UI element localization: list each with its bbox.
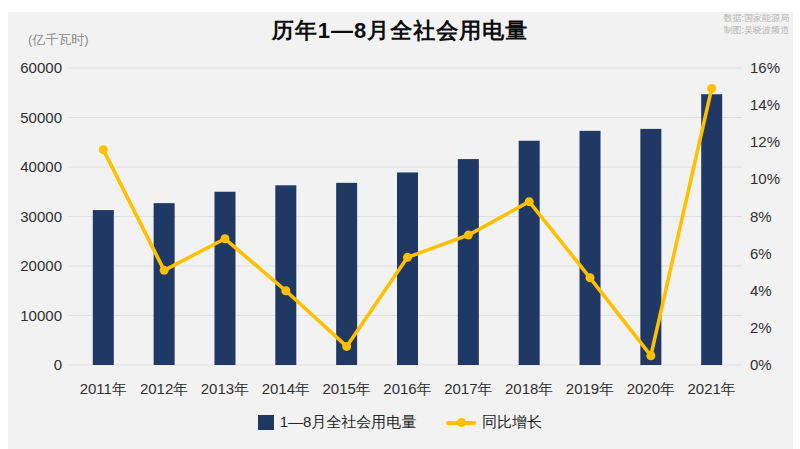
axis-labels-layer: 60000 50000 40000 30000 20000 10000 0 16% 14% 12%… bbox=[0, 0, 800, 449]
right-axis-tick: 6% bbox=[750, 245, 798, 263]
legend-bar-label: 1—8月全社会用电量 bbox=[280, 413, 417, 432]
legend: 1—8月全社会用电量 同比增长 bbox=[0, 413, 800, 432]
x-axis-tick: 2017年 bbox=[433, 380, 503, 398]
x-axis-tick: 2015年 bbox=[312, 380, 382, 398]
left-axis-tick: 0 bbox=[0, 356, 62, 374]
right-axis-tick: 2% bbox=[750, 319, 798, 337]
left-axis-tick: 60000 bbox=[0, 59, 62, 77]
left-axis-tick: 10000 bbox=[0, 307, 62, 325]
x-axis-tick: 2012年 bbox=[129, 380, 199, 398]
right-axis-tick: 4% bbox=[750, 282, 798, 300]
x-axis-tick: 2018年 bbox=[494, 380, 564, 398]
left-axis-tick: 30000 bbox=[0, 208, 62, 226]
x-axis-tick: 2020年 bbox=[616, 380, 686, 398]
line-icon-dot bbox=[457, 418, 466, 427]
left-axis-tick: 50000 bbox=[0, 109, 62, 127]
right-axis-tick: 8% bbox=[750, 208, 798, 226]
x-axis-tick: 2014年 bbox=[251, 380, 321, 398]
right-axis-tick: 10% bbox=[750, 170, 798, 188]
x-axis-tick: 2011年 bbox=[68, 380, 138, 398]
right-axis-tick: 12% bbox=[750, 133, 798, 151]
chart-canvas: 历年1—8月全社会用电量 (亿千瓦时) 数据:国家能源局 制图:吴晓波频道 60… bbox=[0, 0, 800, 449]
x-axis-tick: 2016年 bbox=[373, 380, 443, 398]
legend-line-label: 同比增长 bbox=[482, 413, 542, 432]
x-axis-tick: 2021年 bbox=[677, 380, 747, 398]
legend-item-line: 同比增长 bbox=[446, 413, 542, 432]
x-axis-tick: 2013年 bbox=[190, 380, 260, 398]
right-axis-tick: 16% bbox=[750, 59, 798, 77]
x-axis-tick: 2019年 bbox=[555, 380, 625, 398]
right-axis-tick: 0% bbox=[750, 356, 798, 374]
left-axis-tick: 20000 bbox=[0, 257, 62, 275]
legend-item-bar: 1—8月全社会用电量 bbox=[258, 413, 417, 432]
left-axis-tick: 40000 bbox=[0, 158, 62, 176]
right-axis-tick: 14% bbox=[750, 96, 798, 114]
bar-series-swatch-icon bbox=[258, 415, 274, 430]
line-series-marker-icon bbox=[446, 417, 476, 429]
